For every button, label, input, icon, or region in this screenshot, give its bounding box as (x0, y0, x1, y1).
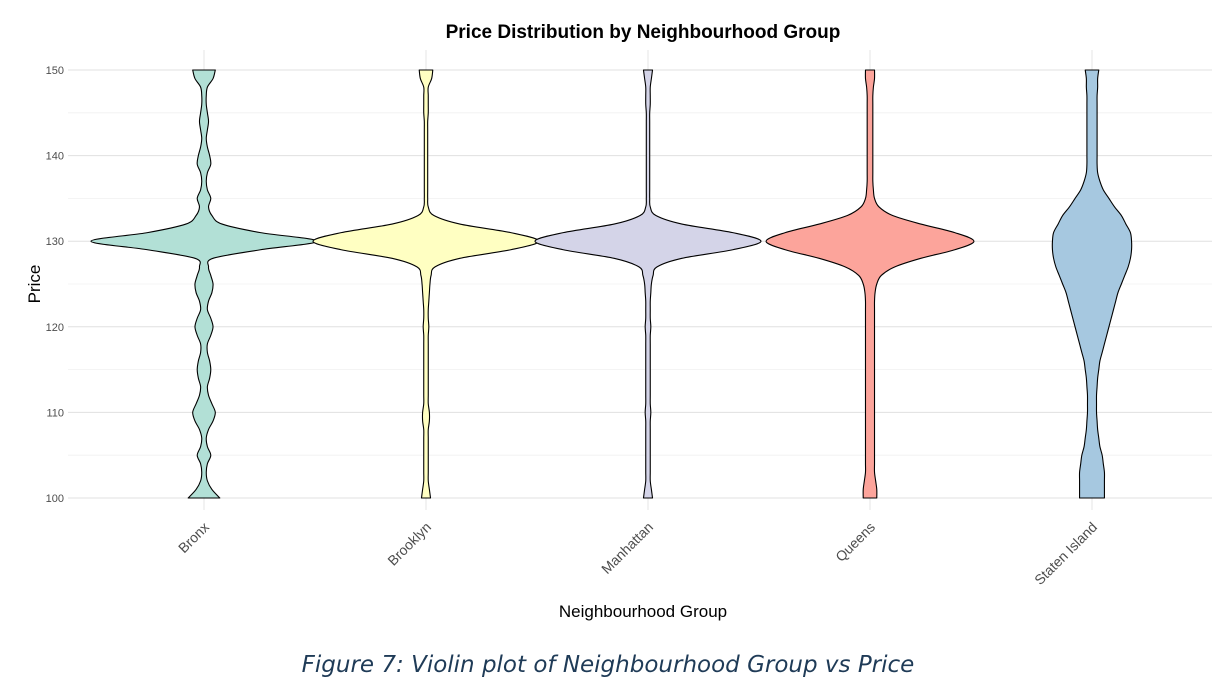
x-tick-label: Staten Island (1031, 519, 1100, 588)
x-axis-title: Neighbourhood Group (559, 602, 727, 621)
grid-lines (68, 50, 1212, 510)
figure-caption: Figure 7: Violin plot of Neighbourhood G… (301, 652, 915, 678)
x-tick-label: Bronx (175, 519, 212, 556)
y-tick-label: 120 (46, 322, 64, 334)
violin-queens (765, 69, 975, 499)
y-axis-ticks: 100 110 120 130 140 150 (46, 65, 64, 505)
violin-manhattan (534, 69, 762, 499)
violin-brooklyn (312, 69, 540, 499)
y-tick-label: 130 (46, 236, 64, 248)
chart-title: Price Distribution by Neighbourhood Grou… (446, 22, 841, 43)
y-tick-label: 110 (46, 407, 64, 419)
violin-chart: Price Distribution by Neighbourhood Grou… (25, 22, 1212, 621)
violin-bronx (90, 69, 318, 499)
x-tick-label: Manhattan (598, 519, 656, 577)
y-tick-label: 140 (46, 151, 64, 163)
y-tick-label: 150 (46, 65, 64, 77)
y-axis-title: Price (25, 265, 44, 304)
x-tick-label: Brooklyn (384, 519, 434, 569)
x-tick-label: Queens (832, 519, 878, 565)
x-axis-ticks: Bronx Brooklyn Manhattan Queens Staten Islan… (175, 519, 1100, 588)
violin-staten-island (1051, 69, 1133, 499)
violins (90, 69, 1133, 499)
y-tick-label: 100 (46, 493, 64, 505)
